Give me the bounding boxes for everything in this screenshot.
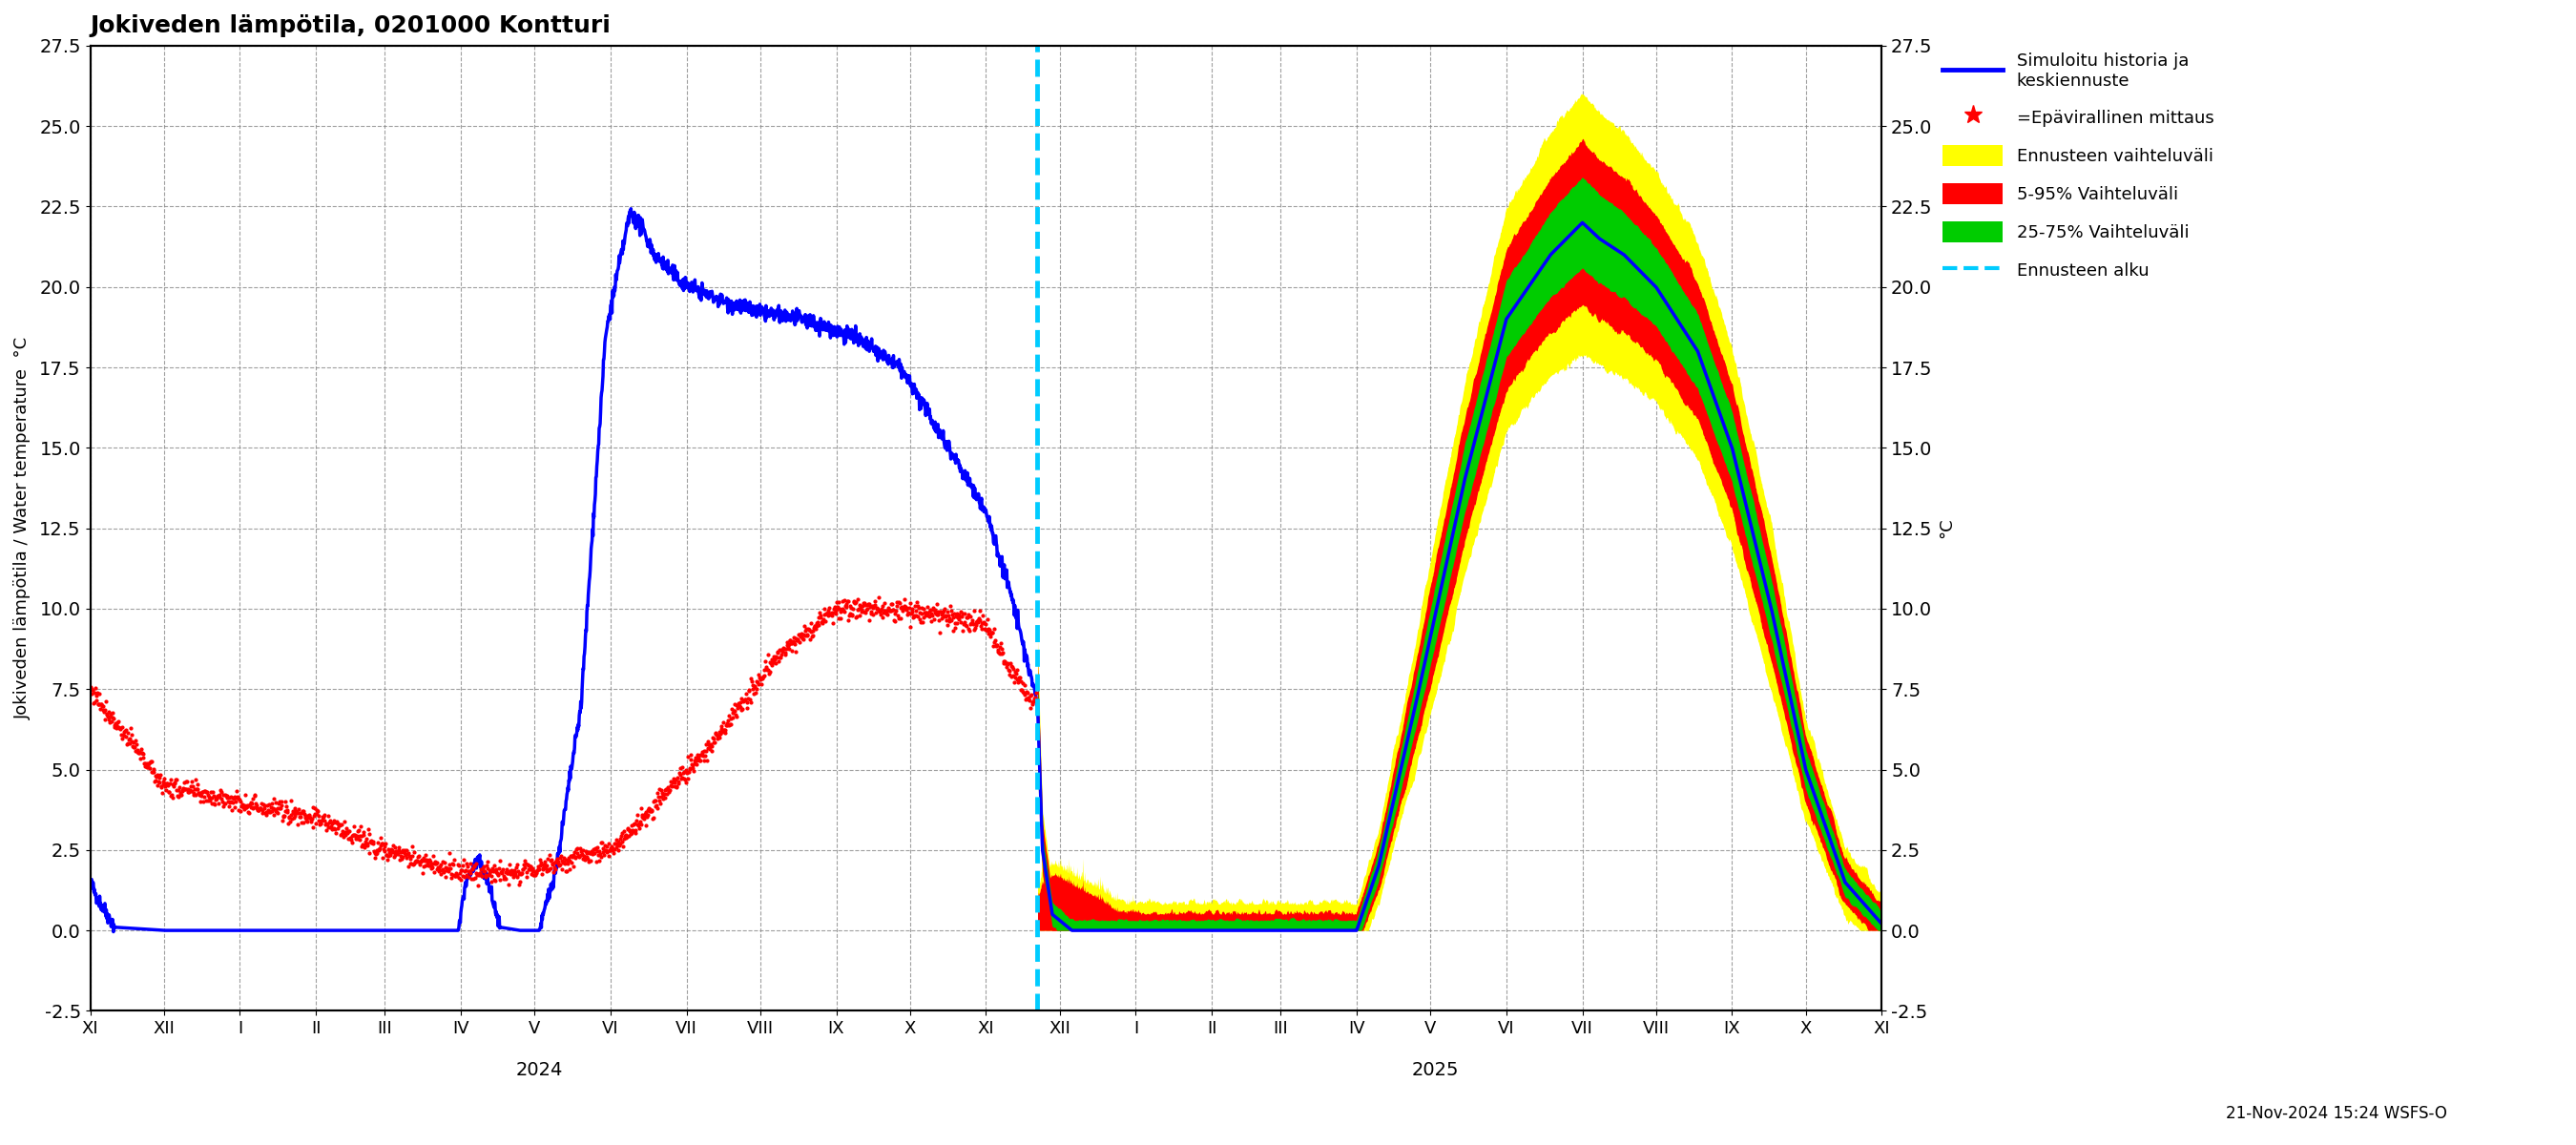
Y-axis label: °C: °C: [1937, 518, 1955, 538]
Text: 21-Nov-2024 15:24 WSFS-O: 21-Nov-2024 15:24 WSFS-O: [2226, 1105, 2447, 1122]
Text: Jokiveden lämpötila, 0201000 Kontturi: Jokiveden lämpötila, 0201000 Kontturi: [90, 14, 611, 37]
Text: 2024: 2024: [515, 1061, 564, 1079]
Y-axis label: Jokiveden lämpötila / Water temperature  °C: Jokiveden lämpötila / Water temperature …: [15, 337, 31, 720]
Legend: Simuloitu historia ja
keskiennuste, =Epävirallinen mittaus, Ennusteen vaihteluvä: Simuloitu historia ja keskiennuste, =Epä…: [1935, 46, 2221, 287]
Text: 2025: 2025: [1412, 1061, 1458, 1079]
